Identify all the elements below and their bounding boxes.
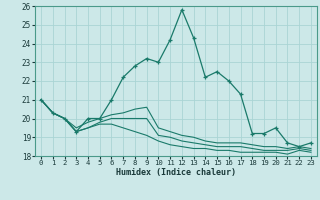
X-axis label: Humidex (Indice chaleur): Humidex (Indice chaleur): [116, 168, 236, 177]
